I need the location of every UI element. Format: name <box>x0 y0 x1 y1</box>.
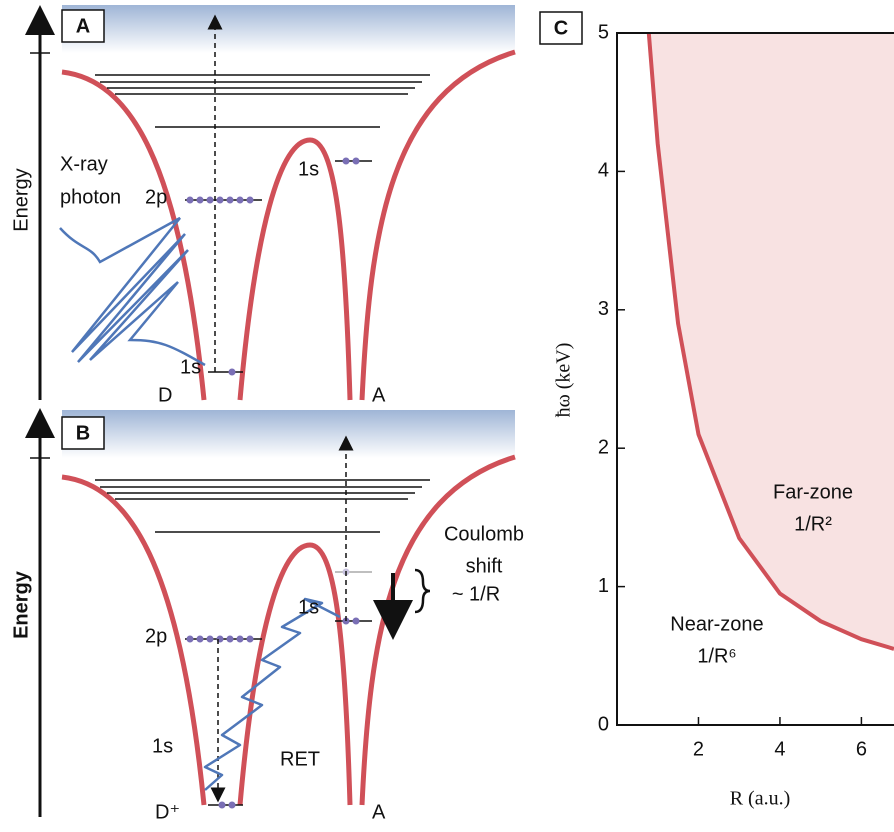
y-tick-label: 5 <box>598 21 609 43</box>
far-zone-area <box>648 33 894 649</box>
level-label: 1s <box>152 735 173 757</box>
x-tick-label: 2 <box>693 738 704 760</box>
donor-label: D <box>158 384 172 406</box>
label-box <box>61 9 105 43</box>
axis-label: Energy <box>10 168 32 231</box>
zone-label: Near-zone <box>670 613 763 635</box>
zone-label: Far-zone <box>773 481 853 503</box>
shift-label: Coulomb <box>444 523 524 545</box>
shift-label: shift <box>466 555 503 577</box>
xray-photon <box>59 216 206 367</box>
panel-b: Energy B Coulomb shift ~ 1/R 2p 1s 1s RE… <box>10 410 524 823</box>
photon-label: photon <box>60 186 121 208</box>
y-tick-label: 0 <box>598 713 609 735</box>
ret-label: RET <box>280 748 320 770</box>
x-tick-label: 4 <box>774 738 785 760</box>
acceptor-label: A <box>372 801 386 823</box>
panel-label: B <box>76 422 90 444</box>
label-box <box>539 11 583 45</box>
level-label: 1s <box>298 158 319 180</box>
y-tick-label: 2 <box>598 436 609 458</box>
donor-label: D⁺ <box>155 801 180 823</box>
panel-label: C <box>554 17 568 39</box>
y-tick-label: 4 <box>598 160 609 182</box>
y-tick-label: 3 <box>598 298 609 320</box>
acceptor-label: A <box>372 384 386 406</box>
axes-frame <box>616 32 894 726</box>
ret-wave <box>203 597 341 791</box>
panel-a: Energy A X-ray photon 2p 1s 1s D A <box>10 5 515 406</box>
label-box <box>61 416 105 450</box>
zone-law: 1/R² <box>794 513 832 535</box>
axis-label: Energy <box>10 570 32 639</box>
shift-label: ~ 1/R <box>452 583 500 605</box>
brace <box>414 568 431 614</box>
level-label: 1s <box>298 596 319 618</box>
panel-c: C 0 1 2 3 4 5 2 4 6 R (a.u.) ħω (keV) Far-zone 1/R² N… <box>539 11 894 810</box>
y-tick-label: 1 <box>598 575 609 597</box>
potential-wells <box>62 410 515 805</box>
level-label: 1s <box>180 356 201 378</box>
zone-law: 1/R⁶ <box>697 645 736 667</box>
y-axis-label: ħω (keV) <box>553 343 575 418</box>
level-label: 2p <box>145 186 167 208</box>
level-label: 2p <box>145 625 167 647</box>
x-tick-label: 6 <box>856 738 867 760</box>
x-axis-label: R (a.u.) <box>730 788 791 810</box>
boundary-curve <box>646 32 894 651</box>
panel-label: A <box>76 15 90 37</box>
photon-label: X-ray <box>60 153 108 175</box>
